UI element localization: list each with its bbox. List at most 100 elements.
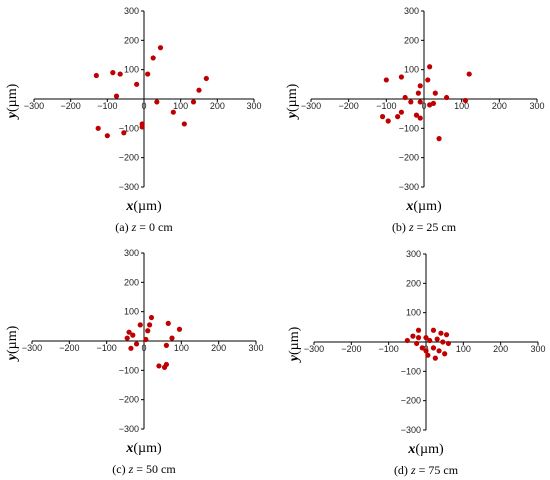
x-tick-label: 300 xyxy=(530,344,545,354)
y-tick-label: −100 xyxy=(399,123,419,133)
data-point xyxy=(113,93,120,99)
data-point xyxy=(117,71,123,77)
data-point xyxy=(408,99,414,105)
data-point xyxy=(432,90,438,96)
y-tick-label: 200 xyxy=(124,35,139,45)
x-tick-label: 200 xyxy=(492,101,507,111)
data-point xyxy=(462,97,469,104)
data-point xyxy=(432,355,438,361)
y-tick-label: 300 xyxy=(124,6,139,16)
data-point xyxy=(130,332,136,338)
panel-caption: (a) z = 0 cm xyxy=(115,220,173,234)
data-point xyxy=(419,345,425,351)
data-point xyxy=(415,335,422,341)
data-point xyxy=(404,337,410,344)
data-point xyxy=(137,322,143,328)
y-tick-label: 300 xyxy=(404,6,419,16)
data-point xyxy=(438,330,444,336)
data-point xyxy=(169,335,175,341)
y-tick-label: −200 xyxy=(399,153,419,163)
scatter-panel-4: −300−200−1000100200300300200100−100−200−… xyxy=(287,249,546,477)
x-axis-label: x(µm) xyxy=(125,199,162,214)
data-point xyxy=(427,337,433,344)
y-axis-label: y(µm) xyxy=(5,325,20,362)
x-tick-label: 100 xyxy=(174,343,189,353)
data-point xyxy=(417,115,423,121)
data-point xyxy=(425,352,431,358)
y-tick-label: −100 xyxy=(119,123,139,133)
data-point xyxy=(434,336,440,342)
y-tick-label: 100 xyxy=(124,65,139,75)
y-tick-label: 300 xyxy=(124,248,139,258)
data-point xyxy=(148,314,155,321)
data-point xyxy=(414,340,420,347)
data-point xyxy=(95,125,101,131)
data-point xyxy=(128,345,134,351)
x-tick-label: 0 xyxy=(141,343,146,353)
data-point xyxy=(196,87,202,93)
x-tick-label: −100 xyxy=(376,101,396,111)
x-tick-label: −200 xyxy=(339,101,359,111)
data-point xyxy=(190,99,197,105)
y-tick-label: −100 xyxy=(119,365,139,375)
data-point xyxy=(425,77,431,83)
x-tick-label: −200 xyxy=(61,101,81,111)
y-tick-label: 100 xyxy=(404,65,419,75)
data-point xyxy=(176,326,183,332)
data-point xyxy=(163,342,169,348)
y-tick-label: 200 xyxy=(406,278,421,288)
data-point xyxy=(413,112,420,118)
y-tick-label: 100 xyxy=(124,307,139,317)
scatter-panel-1: −300 −200 −100 0 100 200 300 300 200 100 −100 −200 −… xyxy=(5,6,262,234)
y-tick-label: 200 xyxy=(124,277,139,287)
x-tick-label: −100 xyxy=(379,344,399,354)
data-point xyxy=(154,99,160,105)
x-axis-label: x(µm) xyxy=(125,441,162,456)
x-tick-label: −200 xyxy=(341,344,361,354)
data-point xyxy=(121,130,127,136)
data-point xyxy=(430,327,437,333)
x-tick-label: 200 xyxy=(210,101,225,111)
data-point xyxy=(427,102,433,108)
data-point xyxy=(126,329,132,335)
y-tick-label: 200 xyxy=(404,35,419,45)
data-point xyxy=(150,55,156,61)
y-tick-label: −200 xyxy=(401,396,421,406)
data-point xyxy=(417,83,423,89)
data-point xyxy=(440,339,446,345)
data-point xyxy=(415,90,421,96)
x-tick-label: 100 xyxy=(456,344,471,354)
y-tick-label: 100 xyxy=(406,308,421,318)
data-point xyxy=(395,114,401,120)
data-point xyxy=(436,136,442,142)
data-point xyxy=(93,72,99,79)
data-point xyxy=(124,335,130,341)
data-point xyxy=(156,363,162,369)
data-point xyxy=(165,320,171,326)
y-tick-label: −200 xyxy=(119,153,139,163)
scatter-panel-3: −300 −200 −100 0 100 200 300 300 200 100 −100 −200 −… xyxy=(5,248,264,476)
data-point xyxy=(139,124,145,130)
data-point xyxy=(379,114,386,120)
data-point xyxy=(444,94,450,101)
data-point xyxy=(134,81,140,87)
data-point xyxy=(133,341,140,347)
x-tick-label: 100 xyxy=(173,101,188,111)
data-point xyxy=(415,327,422,333)
y-tick-label: −100 xyxy=(401,366,421,376)
x-axis-label: x(µm) xyxy=(407,442,444,457)
x-axis-label: x(µm) xyxy=(405,199,442,214)
data-point xyxy=(423,335,429,341)
data-point xyxy=(181,121,187,127)
panel-caption: (d) z = 75 cm xyxy=(394,463,459,477)
x-tick-label: −100 xyxy=(97,343,117,353)
data-point xyxy=(398,74,404,80)
data-point xyxy=(145,328,151,334)
data-point xyxy=(110,70,116,76)
scatter-panel-2: −300 −200 −100 0 100 200 300 300 200 100 −100 −200 −… xyxy=(285,6,545,234)
data-point xyxy=(143,336,149,343)
y-tick-label: −200 xyxy=(119,395,139,405)
x-tick-label: 300 xyxy=(246,101,261,111)
x-tick-label: −300 xyxy=(304,344,324,354)
